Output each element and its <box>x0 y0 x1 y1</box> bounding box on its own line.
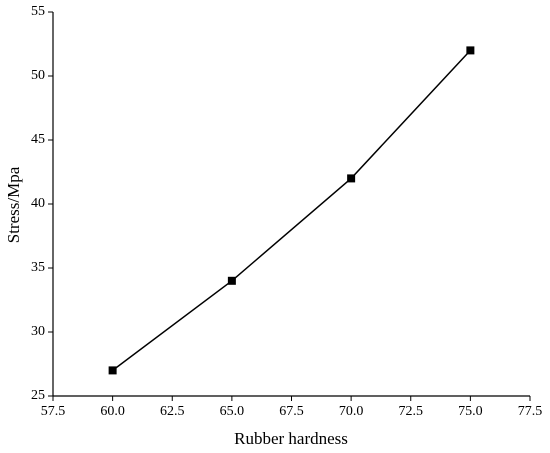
x-tick-label: 72.5 <box>399 404 424 419</box>
y-axis-title: Stress/Mpa <box>4 166 23 243</box>
x-axis-title: Rubber hardness <box>234 429 348 448</box>
x-tick-label: 67.5 <box>279 404 304 419</box>
marker <box>108 366 117 375</box>
x-tick-label: 60.0 <box>100 404 125 419</box>
y-tick-label: 50 <box>31 68 45 83</box>
y-tick-label: 40 <box>31 196 45 211</box>
y-tick-label: 25 <box>31 388 45 403</box>
marker <box>227 276 236 285</box>
x-tick-label: 75.0 <box>458 404 483 419</box>
y-tick-label: 45 <box>31 132 45 147</box>
y-tick-label: 35 <box>31 260 45 275</box>
x-tick-label: 77.5 <box>518 404 543 419</box>
y-tick-label: 55 <box>31 4 45 19</box>
y-tick-label: 30 <box>31 324 45 339</box>
x-tick-label: 57.5 <box>41 404 66 419</box>
marker <box>347 174 356 183</box>
x-tick-label: 62.5 <box>160 404 185 419</box>
x-tick-label: 65.0 <box>220 404 245 419</box>
data-line <box>112 49 471 371</box>
marker <box>466 46 475 55</box>
x-tick-label: 70.0 <box>339 404 364 419</box>
